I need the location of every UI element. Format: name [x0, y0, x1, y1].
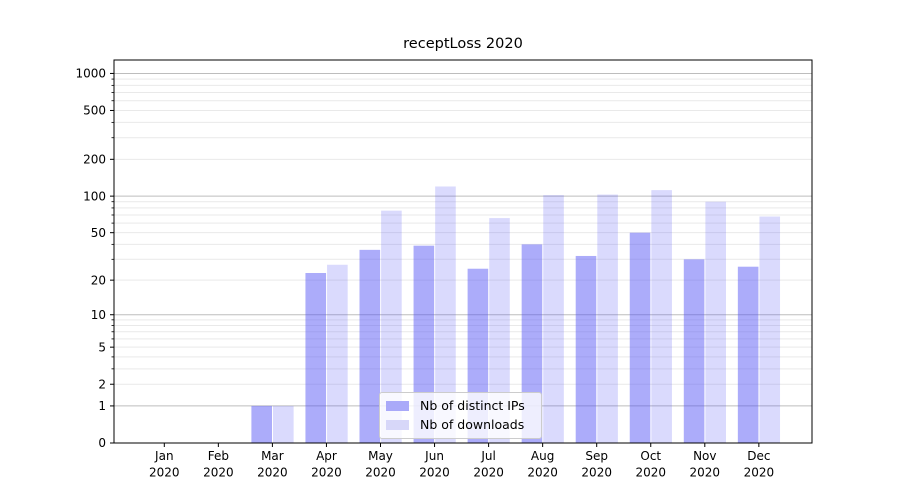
x-tick-label-year: 2020 [311, 466, 342, 480]
x-tick-label-month: Nov [693, 449, 716, 463]
x-tick-label-year: 2020 [419, 466, 450, 480]
bar-downloads-nov [705, 201, 726, 443]
y-tick-label: 10 [91, 308, 106, 322]
y-tick-label: 50 [91, 226, 106, 240]
x-tick-label-year: 2020 [744, 466, 775, 480]
bar-distinct-ips-dec [737, 266, 759, 443]
bar-downloads-sep [597, 194, 618, 443]
legend-item-downloads: Nb of downloads [386, 417, 534, 433]
bar-distinct-ips-may [359, 249, 381, 443]
x-tick-label-month: Jul [480, 449, 495, 463]
x-tick-label-month: May [368, 449, 393, 463]
x-tick-label-month: Apr [316, 449, 337, 463]
x-tick-label-month: Sep [585, 449, 608, 463]
y-tick-label: 20 [91, 273, 106, 287]
bar-distinct-ips-apr [305, 273, 327, 443]
x-tick-label-year: 2020 [203, 466, 234, 480]
y-tick-label: 100 [83, 189, 106, 203]
bar-distinct-ips-mar [251, 405, 272, 443]
bar-downloads-dec [759, 216, 781, 443]
x-tick-label-month: Jan [154, 449, 174, 463]
x-tick-label-month: Jun [424, 449, 444, 463]
y-tick-label: 5 [98, 340, 106, 354]
x-tick-label-month: Aug [531, 449, 554, 463]
x-tick-label-year: 2020 [365, 466, 396, 480]
x-tick-label-year: 2020 [635, 466, 666, 480]
plot-frame [113, 59, 813, 444]
bar-downloads-apr [327, 264, 348, 443]
bar-downloads-jun [435, 186, 456, 443]
bar-downloads-oct [651, 190, 672, 443]
legend-swatch-distinct-ips [386, 401, 409, 411]
legend-item-distinct-ips: Nb of distinct IPs [386, 398, 534, 414]
x-tick-label-year: 2020 [257, 466, 288, 480]
legend-swatch-downloads [386, 420, 409, 430]
bar-downloads-may [381, 210, 402, 443]
y-tick-label: 500 [83, 104, 106, 118]
x-tick-label-year: 2020 [581, 466, 612, 480]
bar-downloads-jul [489, 218, 510, 443]
y-tick-label: 1000 [75, 67, 106, 81]
x-tick-label-month: Dec [747, 449, 770, 463]
x-tick-label-year: 2020 [690, 466, 721, 480]
legend-label-distinct-ips: Nb of distinct IPs [420, 398, 525, 413]
bar-distinct-ips-oct [629, 232, 651, 443]
x-tick-label-month: Mar [261, 449, 284, 463]
y-tick-label: 200 [83, 153, 106, 167]
bar-downloads-mar [273, 405, 294, 443]
legend: Nb of distinct IPs Nb of downloads [379, 392, 542, 439]
bar-distinct-ips-sep [575, 255, 597, 443]
x-tick-label-year: 2020 [149, 466, 180, 480]
bar-distinct-ips-nov [683, 259, 705, 443]
y-tick-label: 1 [98, 399, 106, 413]
x-tick-label-month: Oct [640, 449, 661, 463]
legend-label-downloads: Nb of downloads [420, 417, 525, 432]
x-tick-label-month: Feb [208, 449, 229, 463]
x-tick-label-year: 2020 [473, 466, 504, 480]
bar-downloads-aug [543, 195, 564, 443]
y-tick-label: 2 [98, 377, 106, 391]
y-tick-label: 0 [98, 436, 106, 450]
x-tick-label-year: 2020 [527, 466, 558, 480]
chart-title: receptLoss 2020 [403, 36, 523, 52]
